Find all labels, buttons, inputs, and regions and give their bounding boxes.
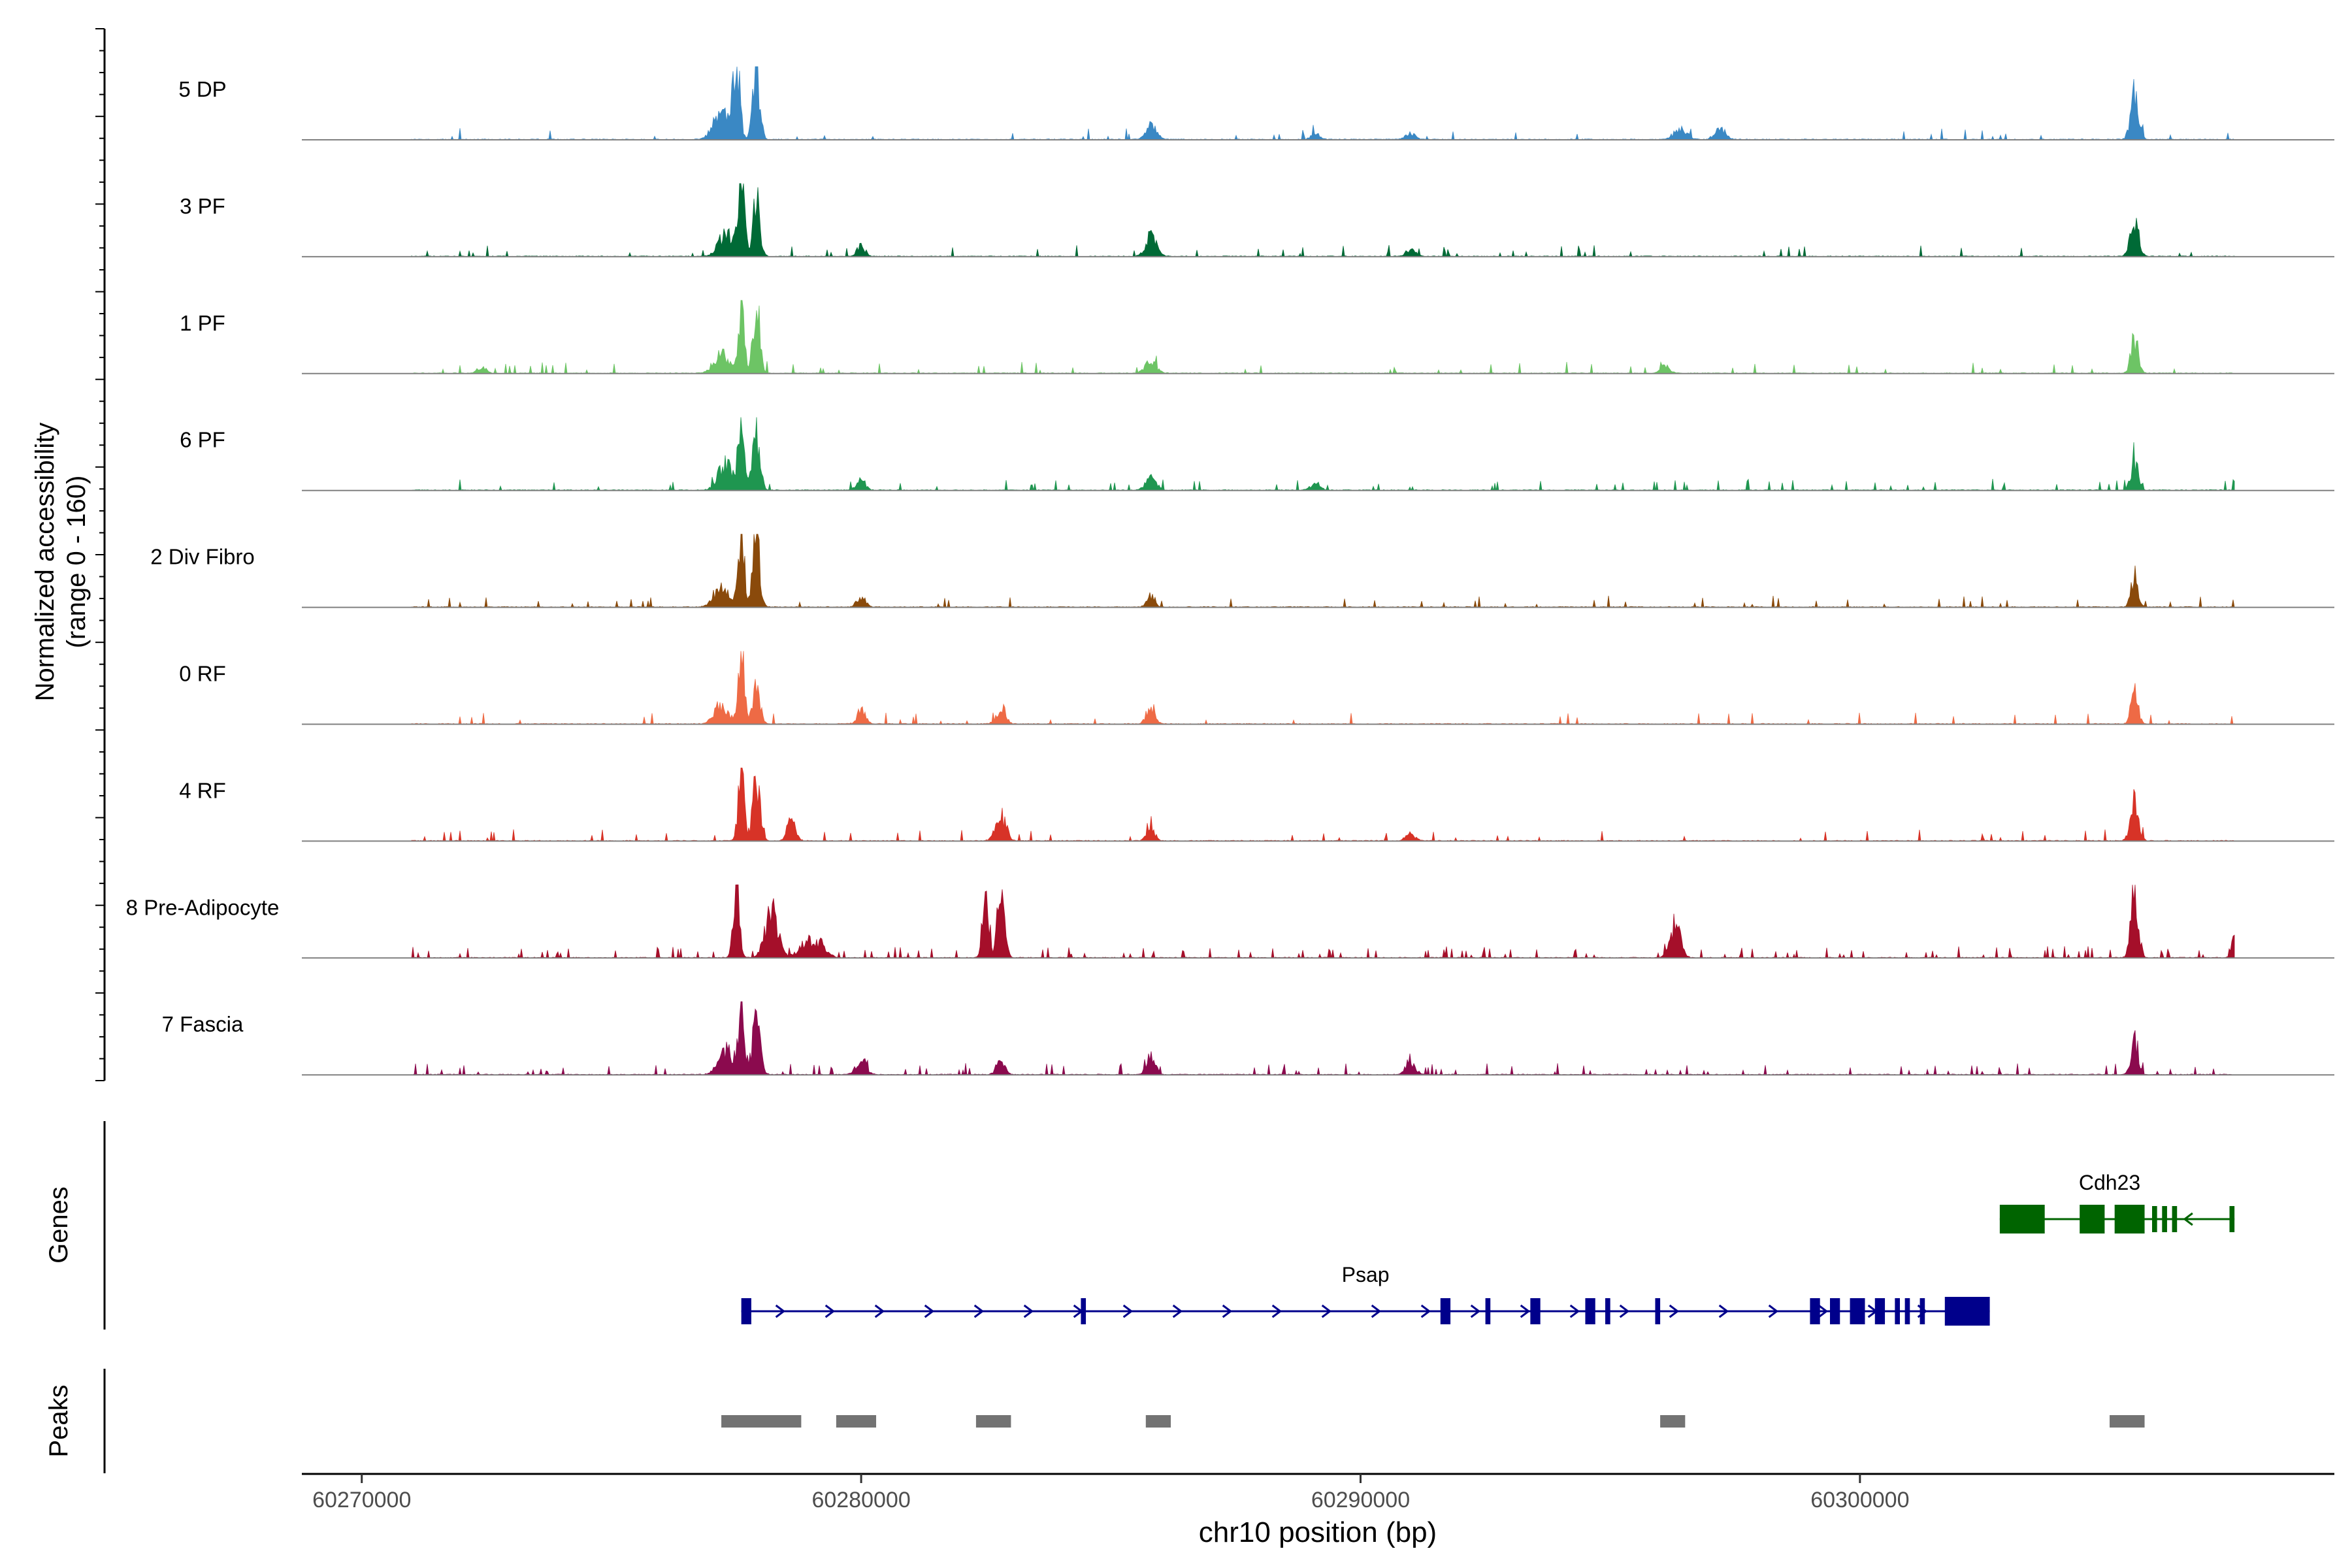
strand-arrow: [775, 1304, 786, 1318]
gene-name-label: Cdh23: [2079, 1171, 2140, 1194]
gene-exon: [1655, 1298, 1661, 1324]
peaks-panel-label: Peaks: [44, 1384, 73, 1457]
gene-exon: [2152, 1206, 2157, 1232]
strand-arrow: [1420, 1304, 1431, 1318]
track-8-pre-adipocyte: 8 Pre-Adipocyte: [126, 884, 2334, 959]
gene-exon: [2162, 1206, 2167, 1232]
track-3-pf: 3 PF: [180, 183, 2334, 258]
strand-arrow: [924, 1304, 935, 1318]
gene-exon: [1874, 1298, 1886, 1324]
strand-arrow: [1718, 1304, 1729, 1318]
strand-arrow: [1669, 1304, 1680, 1318]
track-label: 3 PF: [180, 194, 225, 218]
gene-exon: [1081, 1298, 1086, 1324]
track-1-pf: 1 PF: [180, 300, 2334, 374]
track-7-fascia: 7 Fascia: [162, 1001, 2334, 1076]
x-tick-label: 60280000: [811, 1488, 910, 1512]
gene-cdh23: Cdh23: [1999, 1171, 2235, 1233]
track-label: 6 PF: [180, 428, 225, 452]
y-axis-range-label: (range 0 - 160): [62, 476, 91, 649]
coverage-area: [411, 534, 2235, 608]
coverage-area: [411, 183, 2235, 258]
track-label: 4 RF: [179, 778, 226, 802]
x-tick-label: 60290000: [1311, 1488, 1410, 1512]
gene-exon: [1829, 1298, 1840, 1324]
strand-arrow: [2183, 1212, 2193, 1226]
strand-arrow: [825, 1304, 836, 1318]
gene-exon: [1810, 1298, 1820, 1324]
track-5-dp: 5 DP: [178, 66, 2334, 140]
strand-arrow: [1122, 1304, 1134, 1318]
coverage-area: [411, 1001, 2235, 1076]
track-label: 7 Fascia: [162, 1012, 244, 1036]
gene-exon: [1904, 1298, 1910, 1324]
strand-arrow: [1619, 1304, 1630, 1318]
strand-arrow: [1222, 1304, 1233, 1318]
strand-arrow: [1818, 1304, 1829, 1318]
genes-panel-label: Genes: [44, 1186, 73, 1264]
strand-arrow: [1371, 1304, 1382, 1318]
gene-exon: [2172, 1206, 2178, 1232]
gene-exon: [1485, 1298, 1491, 1324]
gene-exon: [1850, 1298, 1865, 1324]
track-label: 5 DP: [178, 77, 226, 101]
strand-arrow: [973, 1304, 985, 1318]
gene-exon: [2080, 1205, 2105, 1233]
gene-annotations: Cdh23 Psap: [741, 1171, 2235, 1326]
gene-exon: [1999, 1205, 2045, 1233]
gene-exon: [1605, 1298, 1610, 1324]
gene-name-label: Psap: [1342, 1263, 1390, 1286]
y-axis-label: Normalized accessibility: [31, 423, 59, 702]
track-label: 0 RF: [179, 662, 226, 686]
strand-arrow: [1023, 1304, 1034, 1318]
strand-arrow: [1569, 1304, 1580, 1318]
x-axis-ticks: 60270000 60280000 60290000 60300000: [312, 1474, 1909, 1512]
gene-exon: [1919, 1298, 1925, 1324]
gene-psap: Psap: [741, 1263, 1990, 1326]
x-axis-label: chr10 position (bp): [1199, 1516, 1437, 1548]
strand-arrow: [1271, 1304, 1282, 1318]
peak-regions: [721, 1415, 2145, 1428]
peak-bar: [975, 1415, 1011, 1428]
strand-arrow: [1768, 1304, 1779, 1318]
x-tick-label: 60300000: [1810, 1488, 1909, 1512]
track-4-rf: 4 RF: [179, 768, 2334, 842]
coverage-area: [411, 66, 2235, 140]
track-0-rf: 0 RF: [179, 651, 2334, 725]
gene-exon: [2114, 1205, 2145, 1233]
coverage-area: [411, 300, 2235, 374]
strand-arrow: [1321, 1304, 1332, 1318]
coverage-y-ticks: [95, 28, 105, 1081]
strand-arrow: [1520, 1304, 1531, 1318]
track-label: 8 Pre-Adipocyte: [126, 895, 280, 919]
strand-arrow: [1172, 1304, 1183, 1318]
coverage-area: [411, 651, 2235, 725]
gene-exon: [1530, 1298, 1541, 1324]
peak-bar: [1145, 1415, 1171, 1428]
peak-bar: [1660, 1415, 1686, 1428]
strand-arrow: [1470, 1304, 1481, 1318]
peak-bar: [2110, 1415, 2145, 1428]
gene-exon: [741, 1298, 751, 1324]
peak-bar: [721, 1415, 802, 1428]
track-label: 1 PF: [180, 311, 225, 335]
coverage-area: [411, 884, 2235, 959]
coverage-area: [411, 768, 2235, 842]
gene-exon: [1944, 1297, 1990, 1326]
track-label: 2 Div Fibro: [150, 545, 255, 569]
gene-exon: [1585, 1298, 1595, 1324]
track-6-pf: 6 PF: [180, 417, 2334, 491]
gene-exon: [1440, 1298, 1451, 1324]
coverage-tracks: 5 DP 3 PF 1 PF 6 PF 2 Div Fibro 0 RF 4 RF 8 Pre…: [126, 66, 2334, 1076]
track-2-div-fibro: 2 Div Fibro: [150, 534, 2334, 608]
gene-exon: [2229, 1206, 2235, 1232]
strand-arrow: [874, 1304, 885, 1318]
gene-exon: [1895, 1298, 1900, 1324]
peak-bar: [836, 1415, 877, 1428]
coverage-area: [411, 417, 2235, 491]
x-tick-label: 60270000: [312, 1488, 411, 1512]
